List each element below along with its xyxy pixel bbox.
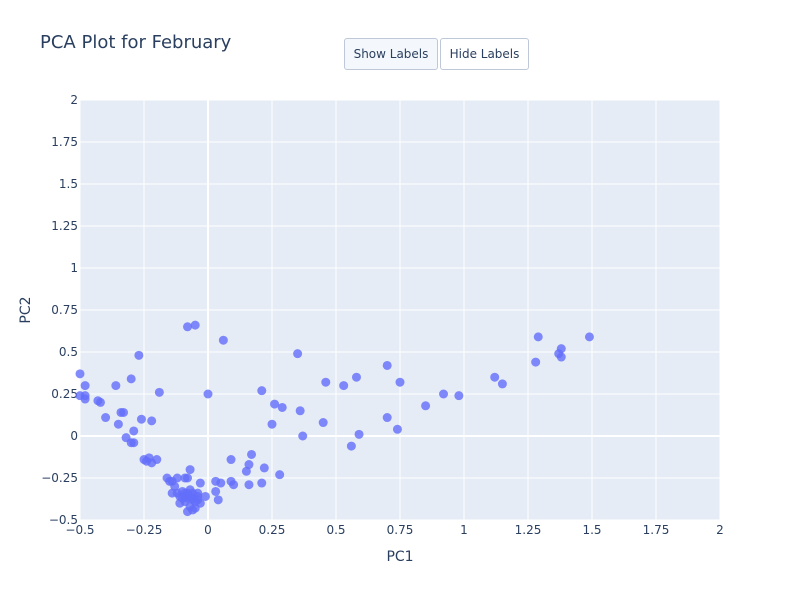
data-point: [183, 322, 193, 332]
hide-labels-button[interactable]: Hide Labels: [440, 38, 529, 70]
data-point: [244, 480, 254, 490]
data-point: [556, 352, 566, 362]
data-point: [346, 441, 356, 451]
data-point: [172, 473, 182, 483]
x-tick-label: 2: [716, 523, 724, 537]
x-tick-label: −0.25: [126, 523, 163, 537]
x-tick-label: 1.5: [582, 523, 601, 537]
data-point: [321, 377, 331, 387]
data-point: [270, 399, 280, 409]
data-point: [113, 419, 123, 429]
data-point: [490, 372, 500, 382]
data-point: [247, 449, 257, 459]
data-point: [129, 426, 139, 436]
x-tick-label: 0.5: [326, 523, 345, 537]
data-point: [147, 416, 157, 426]
data-point: [318, 418, 328, 428]
data-point: [200, 491, 210, 501]
data-point: [267, 419, 277, 429]
data-point: [531, 357, 541, 367]
data-point: [244, 460, 254, 470]
x-tick-label: 0.25: [259, 523, 286, 537]
y-tick-label: −0.5: [49, 513, 78, 527]
data-point: [259, 463, 269, 473]
chart-title: PCA Plot for February: [40, 32, 232, 53]
data-point: [193, 488, 203, 498]
y-tick-label: 1.75: [51, 135, 78, 149]
x-tick-label: 1.25: [515, 523, 542, 537]
x-tick-label: 0.75: [387, 523, 414, 537]
data-point: [275, 470, 285, 480]
data-point: [75, 369, 85, 379]
data-point: [351, 372, 361, 382]
y-axis-title: PC2: [18, 296, 34, 323]
y-axis-ticks: −0.5 −0.25 0 0.25 0.5 0.75 1 1.25 1.5 1.75 2: [41, 93, 78, 527]
x-tick-label: −0.5: [65, 523, 94, 537]
data-point: [111, 381, 121, 391]
show-labels-button[interactable]: Show Labels: [344, 38, 438, 70]
y-tick-label: 0: [70, 429, 78, 443]
data-point: [354, 429, 364, 439]
data-point: [211, 486, 221, 496]
data-point: [177, 493, 187, 503]
data-point: [392, 424, 402, 434]
data-point: [134, 350, 144, 360]
data-point: [119, 407, 129, 417]
data-point: [257, 478, 267, 488]
data-point: [293, 349, 303, 359]
data-point: [454, 391, 464, 401]
data-point: [257, 386, 267, 396]
data-point: [339, 381, 349, 391]
data-point: [584, 332, 594, 342]
data-point: [185, 465, 195, 475]
data-point: [195, 478, 205, 488]
data-point: [154, 387, 164, 397]
x-axis-title: PC1: [386, 549, 413, 565]
data-point: [421, 401, 431, 411]
y-tick-label: 2: [70, 93, 78, 107]
data-points: [75, 320, 594, 517]
data-point: [497, 379, 507, 389]
x-tick-label: 1.75: [643, 523, 670, 537]
y-tick-label: 1: [70, 261, 78, 275]
data-point: [533, 332, 543, 342]
data-point: [295, 406, 305, 416]
data-point: [218, 335, 228, 345]
y-tick-label: 0.25: [51, 387, 78, 401]
data-point: [213, 495, 223, 505]
data-point: [395, 377, 405, 387]
data-point: [203, 389, 213, 399]
x-axis-ticks: −0.5 −0.25 0 0.25 0.5 0.75 1 1.25 1.5 1.75 2: [65, 523, 723, 537]
y-tick-label: 1.5: [59, 177, 78, 191]
y-tick-label: 0.5: [59, 345, 78, 359]
data-point: [101, 413, 111, 423]
y-tick-label: −0.25: [41, 471, 78, 485]
data-point: [556, 344, 566, 354]
y-tick-label: 0.75: [51, 303, 78, 317]
data-point: [126, 374, 136, 384]
data-point: [193, 495, 203, 505]
x-tick-label: 1: [460, 523, 468, 537]
data-point: [382, 413, 392, 423]
data-point: [80, 381, 90, 391]
data-point: [152, 455, 162, 465]
data-point: [298, 431, 308, 441]
data-point: [439, 389, 449, 399]
data-point: [136, 414, 146, 424]
data-point: [180, 473, 190, 483]
data-point: [226, 455, 236, 465]
data-point: [216, 478, 226, 488]
data-point: [80, 394, 90, 404]
data-point: [190, 320, 200, 330]
data-point: [95, 397, 105, 407]
data-point: [229, 480, 239, 490]
x-tick-label: 0: [204, 523, 212, 537]
data-point: [129, 438, 139, 448]
data-point: [277, 402, 287, 412]
data-point: [382, 360, 392, 370]
y-tick-label: 1.25: [51, 219, 78, 233]
